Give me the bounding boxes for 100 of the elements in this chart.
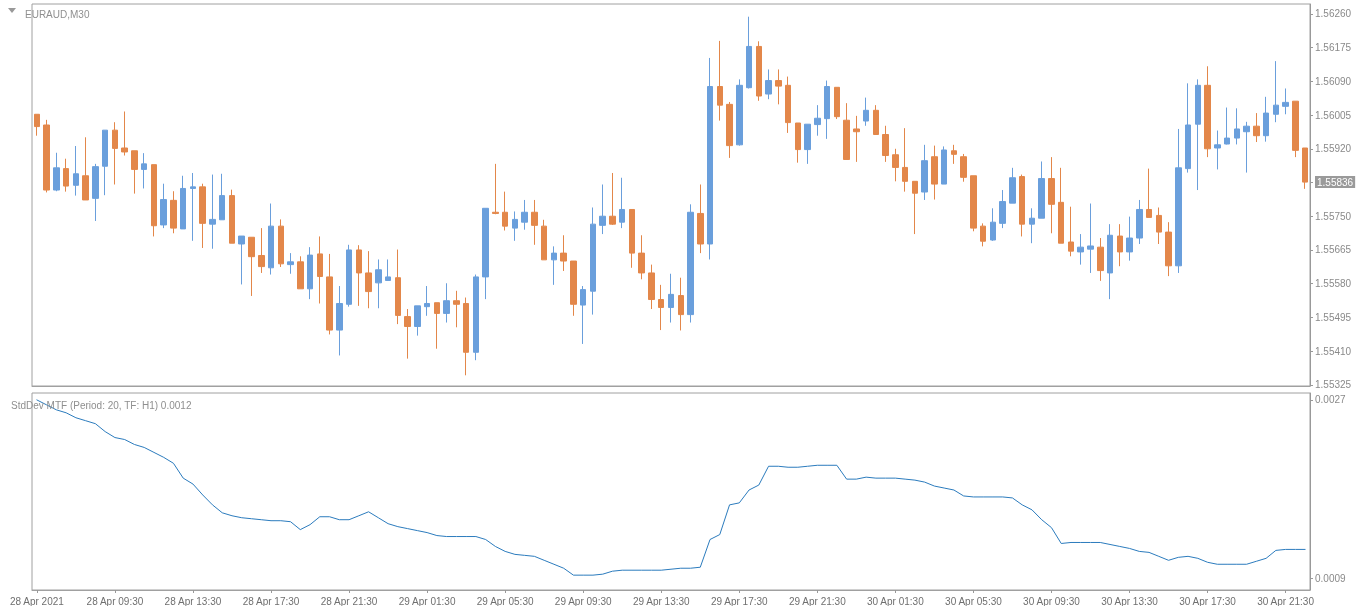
candlestick xyxy=(590,207,596,316)
candlestick xyxy=(1048,156,1055,234)
x-tick-label: 29 Apr 05:30 xyxy=(476,595,534,606)
candlestick xyxy=(804,123,811,165)
candlestick xyxy=(824,80,830,140)
candlestick xyxy=(238,235,245,285)
candlestick xyxy=(717,40,723,122)
candlestick xyxy=(892,148,899,182)
candlestick xyxy=(736,78,743,147)
candlestick xyxy=(453,290,460,328)
candlestick xyxy=(190,172,196,242)
candlestick xyxy=(756,40,762,102)
candlestick xyxy=(1117,223,1123,267)
candlestick xyxy=(551,245,557,286)
candlestick xyxy=(999,189,1006,229)
candlestick xyxy=(765,68,772,100)
candlestick xyxy=(307,246,313,300)
candlestick xyxy=(931,145,938,201)
candlestick xyxy=(1019,174,1025,237)
candlestick xyxy=(648,264,655,310)
x-tick-label: 30 Apr 17:30 xyxy=(1179,595,1237,606)
candlestick xyxy=(131,150,138,195)
candlestick xyxy=(570,260,577,317)
y-tick-label: 1.55665 xyxy=(1315,244,1352,256)
x-tick-label: 30 Apr 09:30 xyxy=(1023,595,1081,606)
candlestick xyxy=(941,145,947,185)
candlestick xyxy=(482,207,489,300)
candlestick xyxy=(843,102,850,160)
candlestick xyxy=(1185,82,1191,174)
candlestick xyxy=(63,158,69,193)
x-tick-label: 30 Apr 01:30 xyxy=(867,595,925,606)
candlestick xyxy=(209,174,216,250)
candlestick xyxy=(424,285,430,317)
candlestick xyxy=(414,305,421,337)
candlestick xyxy=(658,284,664,331)
y-tick-label: 1.56175 xyxy=(1315,42,1352,54)
candlestick xyxy=(1243,121,1250,174)
candlestick xyxy=(1029,207,1035,244)
candlestick xyxy=(346,244,352,308)
candlestick xyxy=(502,191,508,231)
y-tick-label: 1.55410 xyxy=(1315,345,1352,357)
candlestick xyxy=(326,253,333,335)
candlestick xyxy=(473,274,479,361)
candlestick xyxy=(1126,216,1133,262)
y-tick-label: 1.55836 xyxy=(1317,176,1354,188)
candlestick xyxy=(902,127,908,193)
candlestick xyxy=(707,57,713,260)
y-tick-label: 1.55495 xyxy=(1315,311,1352,323)
candlestick xyxy=(1009,167,1016,204)
candlestick xyxy=(873,104,879,136)
candlestick xyxy=(1253,112,1260,143)
candlestick xyxy=(34,113,40,137)
y-tick-label: 0.0009 xyxy=(1315,572,1347,584)
candlestick xyxy=(1302,147,1308,190)
x-tick-label: 30 Apr 21:30 xyxy=(1257,595,1315,606)
candlestick xyxy=(82,136,89,201)
x-tick-label: 29 Apr 01:30 xyxy=(398,595,456,606)
candlestick xyxy=(1077,233,1084,266)
candlestick xyxy=(170,190,177,234)
candlestick xyxy=(1292,100,1299,158)
candlestick xyxy=(1263,96,1269,143)
candlestick xyxy=(258,227,265,274)
candlestick xyxy=(638,234,645,280)
y-tick-label: 1.55920 xyxy=(1315,143,1352,155)
candlestick xyxy=(443,282,450,324)
candlestick xyxy=(687,203,694,324)
y-tick-label: 1.56090 xyxy=(1315,75,1352,87)
candlestick xyxy=(853,115,860,163)
x-tick-label: 28 Apr 21:30 xyxy=(320,595,378,606)
candlestick xyxy=(1156,207,1162,245)
candlestick xyxy=(541,219,547,261)
x-tick-label: 29 Apr 09:30 xyxy=(554,595,612,606)
x-tick-label: 29 Apr 13:30 xyxy=(632,595,691,606)
text: StdDev MTF (Period: 20, TF: H1) 0.0012 xyxy=(11,399,192,411)
candlestick xyxy=(863,97,869,127)
candlestick xyxy=(609,172,616,226)
candlestick xyxy=(882,125,889,163)
candlestick xyxy=(785,76,791,134)
candlestick xyxy=(1146,168,1152,218)
candlestick xyxy=(521,199,528,231)
candlestick xyxy=(121,111,128,157)
candlestick xyxy=(1282,87,1289,115)
candlestick xyxy=(746,16,752,89)
y-tick-label: 1.56260 xyxy=(1315,8,1352,20)
candlestick xyxy=(1136,199,1143,245)
candlestick xyxy=(404,308,411,360)
candlestick xyxy=(1204,65,1211,158)
candlestick xyxy=(619,177,625,229)
candlestick xyxy=(814,104,821,137)
candlestick xyxy=(463,297,469,376)
candlestick xyxy=(599,183,606,235)
candlestick xyxy=(834,86,840,120)
candlestick xyxy=(951,144,957,165)
candlestick xyxy=(365,250,372,309)
candlestick xyxy=(921,144,928,201)
candlestick xyxy=(434,302,440,350)
candlestick xyxy=(1165,221,1172,277)
candlestick xyxy=(73,145,79,197)
candlestick xyxy=(629,208,635,269)
candlestick xyxy=(53,152,60,192)
